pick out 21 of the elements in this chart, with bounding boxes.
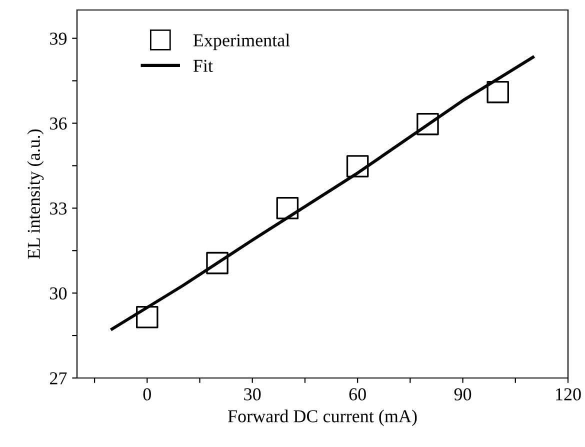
point <box>416 112 439 136</box>
legend-label: Experimental <box>193 34 290 50</box>
point <box>486 80 509 104</box>
y-tick-label: 39 <box>50 32 67 45</box>
y-tick-label: 30 <box>50 287 67 300</box>
x-axis-title: Forward DC current (mA) <box>228 410 417 426</box>
y-tick-label: 33 <box>50 202 67 215</box>
point <box>346 155 369 178</box>
legend-label: Fit <box>193 60 213 72</box>
point <box>136 306 158 328</box>
y-axis-title: EL intensity (a.u.) <box>27 129 44 259</box>
line-series <box>110 56 534 331</box>
point <box>206 252 228 274</box>
x-tick-label: 30 <box>244 388 261 400</box>
x-tick-label: 120 <box>556 388 581 400</box>
x-tick-label: 60 <box>349 388 366 400</box>
y-tick-label: 36 <box>50 118 67 130</box>
y-tick-label: 27 <box>50 372 67 384</box>
x-tick-label: 0 <box>143 388 151 400</box>
x-tick-label: 90 <box>454 388 472 400</box>
point <box>276 197 299 220</box>
